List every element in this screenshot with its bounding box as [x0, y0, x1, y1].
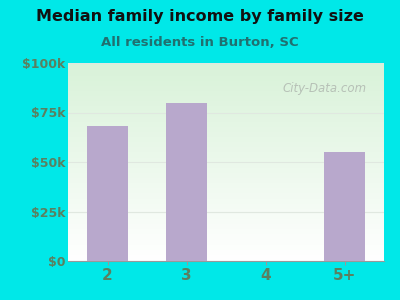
Bar [166, 103, 207, 261]
Text: All residents in Burton, SC: All residents in Burton, SC [101, 36, 299, 49]
Bar [87, 126, 128, 261]
Text: City-Data.com: City-Data.com [283, 82, 367, 95]
Text: Median family income by family size: Median family income by family size [36, 9, 364, 24]
Bar [324, 152, 365, 261]
